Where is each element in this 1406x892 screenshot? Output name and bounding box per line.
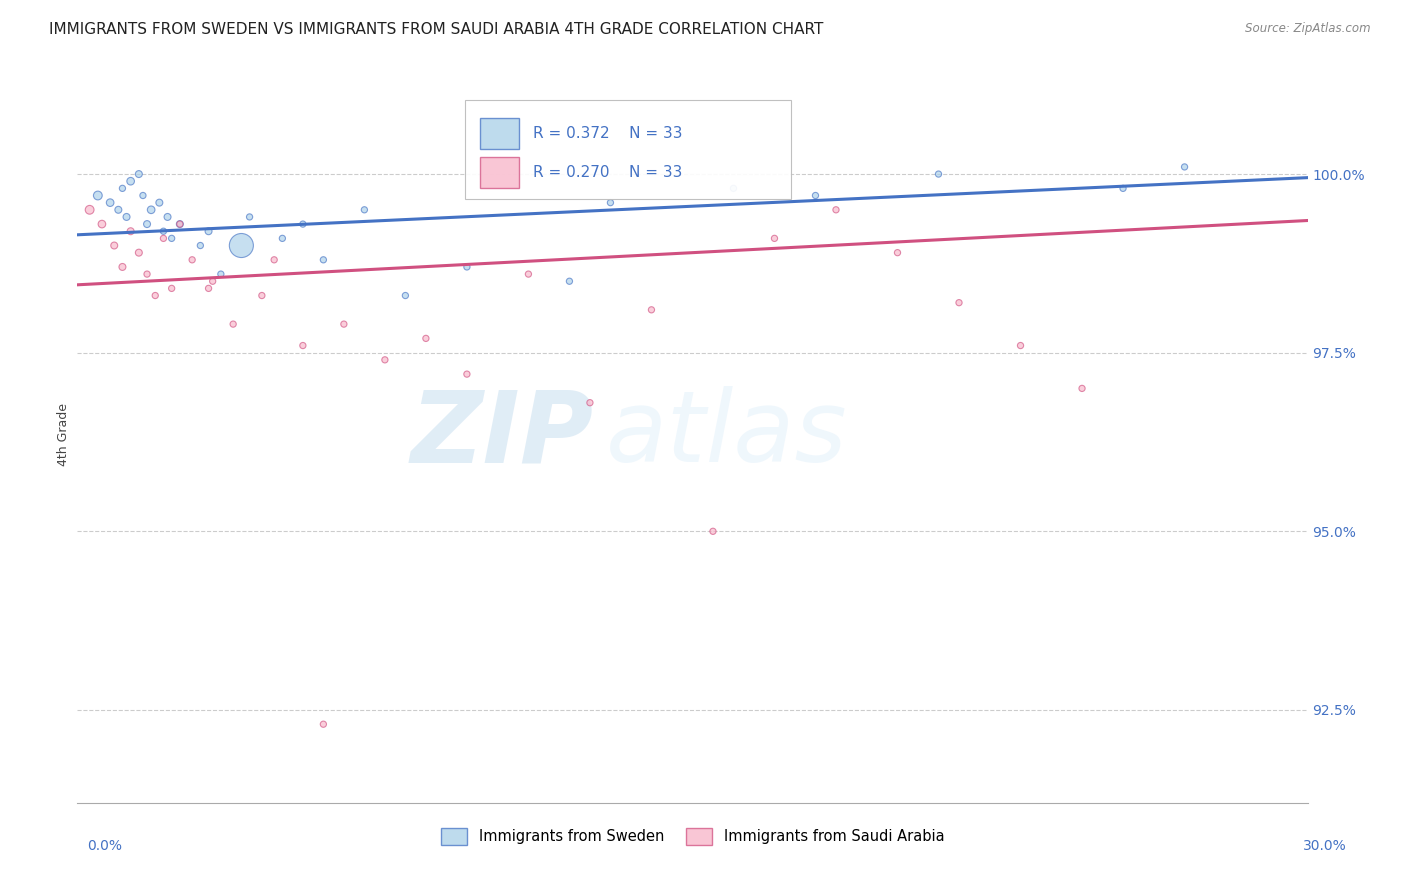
Point [1071,381,1094,395]
Point [152,231,174,245]
Point [239,210,262,224]
Point [136,217,159,231]
Point [291,338,314,352]
Point [702,524,724,539]
Point [132,188,155,202]
Point [517,267,540,281]
Point [111,260,134,274]
Point [250,288,273,302]
Point [115,210,138,224]
Text: R = 0.270    N = 33: R = 0.270 N = 33 [533,165,682,179]
Point [120,224,142,238]
Point [948,295,970,310]
Point [141,202,163,217]
Bar [479,119,519,149]
Point [928,167,950,181]
Point [263,252,285,267]
Point [804,188,827,202]
Point [640,302,662,317]
Point [312,252,335,267]
Point [1010,338,1032,352]
Point [152,224,174,238]
Text: 0.0%: 0.0% [87,838,122,853]
Point [579,395,602,409]
Point [825,202,848,217]
Bar [479,157,519,188]
Text: atlas: atlas [606,386,848,483]
FancyBboxPatch shape [465,100,792,200]
Point [156,210,179,224]
Legend: Immigrants from Sweden, Immigrants from Saudi Arabia: Immigrants from Sweden, Immigrants from … [434,822,950,851]
Text: ZIP: ZIP [411,386,595,483]
Point [128,245,150,260]
Point [120,174,142,188]
Point [1112,181,1135,195]
Point [415,331,437,345]
Point [98,195,121,210]
Point [143,288,166,302]
Point [160,281,183,295]
Point [353,202,375,217]
Point [222,317,245,331]
Point [148,195,170,210]
Text: R = 0.372    N = 33: R = 0.372 N = 33 [533,126,682,141]
Point [136,267,159,281]
Point [374,352,396,367]
Point [169,217,191,231]
Point [558,274,581,288]
Text: IMMIGRANTS FROM SWEDEN VS IMMIGRANTS FROM SAUDI ARABIA 4TH GRADE CORRELATION CHA: IMMIGRANTS FROM SWEDEN VS IMMIGRANTS FRO… [49,22,824,37]
Point [160,231,183,245]
Point [197,281,219,295]
Point [128,167,150,181]
Y-axis label: 4th Grade: 4th Grade [58,403,70,467]
Point [1174,160,1197,174]
Point [87,188,110,202]
Point [169,217,191,231]
Text: 30.0%: 30.0% [1303,838,1347,853]
Point [456,260,478,274]
Text: Source: ZipAtlas.com: Source: ZipAtlas.com [1246,22,1371,36]
Point [599,195,621,210]
Point [181,252,204,267]
Point [291,217,314,231]
Point [188,238,212,252]
Point [197,224,219,238]
Point [271,231,294,245]
Point [103,238,125,252]
Point [90,217,114,231]
Point [723,181,745,195]
Point [111,181,134,195]
Point [79,202,101,217]
Point [312,717,335,731]
Point [456,367,478,381]
Point [209,267,232,281]
Point [886,245,908,260]
Point [231,238,253,252]
Point [201,274,224,288]
Point [107,202,129,217]
Point [333,317,356,331]
Point [763,231,786,245]
Point [394,288,416,302]
